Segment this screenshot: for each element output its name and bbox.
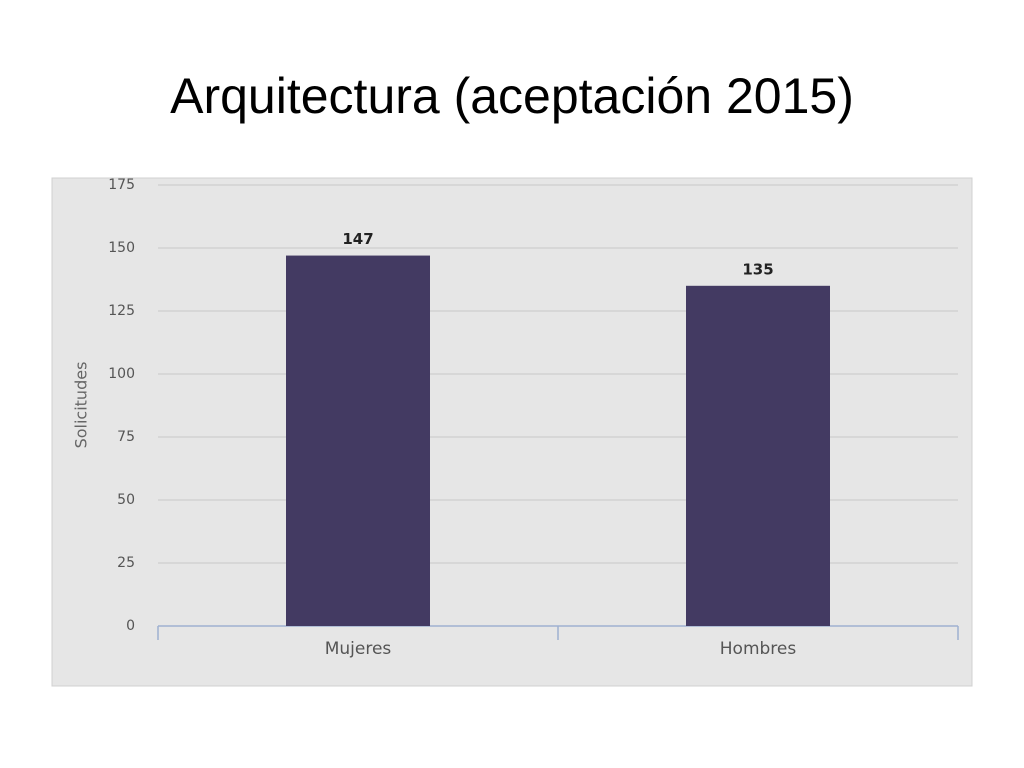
y-tick-label: 125 [108,303,135,319]
value-label: 147 [342,230,373,248]
chart-title: Arquitectura (aceptación 2015) [170,68,854,124]
x-tick-label: Hombres [720,639,797,659]
y-tick-label: 175 [108,177,135,193]
y-tick-label: 25 [117,555,135,571]
chart-panel [51,177,973,687]
y-tick-label: 50 [117,492,135,508]
bar [286,255,430,626]
y-tick-label: 75 [117,429,135,445]
value-label: 135 [742,260,773,278]
x-tick-label: Mujeres [325,639,392,659]
y-tick-label: 0 [126,618,135,634]
y-axis-label: Solicitudes [72,362,91,449]
bar [686,285,830,626]
y-tick-label: 150 [108,240,135,256]
y-tick-label: 100 [108,366,135,382]
